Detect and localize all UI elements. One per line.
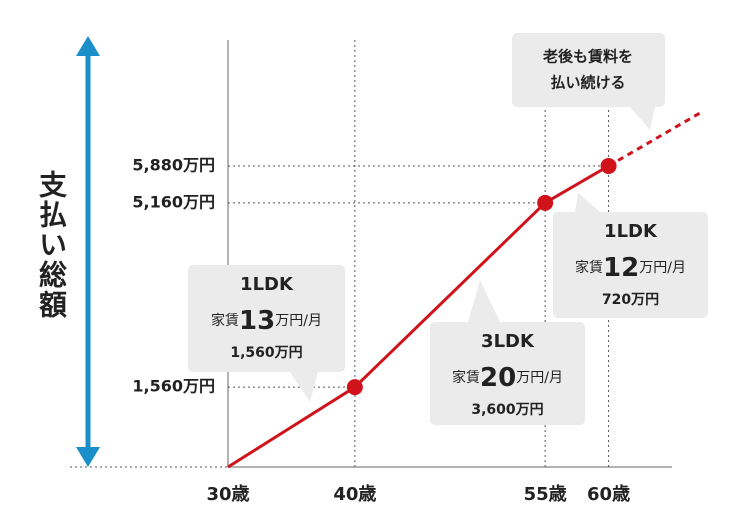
- x-tick-label: 55歳: [524, 484, 567, 505]
- callout-pointer: [468, 280, 500, 322]
- rent-prefix: 家賃: [575, 259, 603, 276]
- y-tick-label: 5,880万円: [132, 155, 215, 174]
- rent-prefix: 家賃: [452, 369, 480, 386]
- extension-line: [607, 111, 701, 168]
- callout-title: 1LDK: [604, 221, 658, 242]
- x-tick-label: 40歳: [333, 484, 376, 505]
- data-point: [537, 194, 554, 211]
- callout-rent: 家賃12万円/月: [575, 253, 686, 283]
- y-tick-label: 1,560万円: [132, 377, 215, 396]
- callout-total: 720万円: [602, 292, 659, 308]
- data-point: [600, 157, 617, 174]
- rent-value: 20: [480, 363, 516, 393]
- callout-pointer: [575, 193, 600, 212]
- callout-box: [553, 212, 708, 318]
- data-line: [227, 164, 610, 469]
- callout-box: [430, 322, 585, 425]
- arrow-head: [76, 447, 100, 467]
- rent-suffix: 万円/月: [639, 260, 686, 276]
- rent-suffix: 万円/月: [275, 313, 322, 329]
- note-line: 老後も賃料を: [542, 48, 633, 66]
- callout-rent: 家賃13万円/月: [211, 306, 322, 336]
- callout-title: 1LDK: [240, 274, 294, 295]
- arrow-head: [76, 36, 100, 56]
- rent-suffix: 万円/月: [516, 370, 563, 386]
- callout-rent: 家賃20万円/月: [452, 363, 563, 393]
- x-tick-label: 60歳: [587, 484, 630, 505]
- x-tick-label: 30歳: [206, 484, 249, 505]
- callout-box: [512, 33, 665, 107]
- note-line: 払い続ける: [550, 74, 625, 92]
- y-tick-label: 5,160万円: [132, 192, 215, 211]
- y-axis-label: 支払い総額: [35, 170, 68, 320]
- callout-total: 3,600万円: [471, 402, 543, 418]
- callout-pointer: [290, 372, 318, 402]
- callout-title: 3LDK: [481, 331, 535, 352]
- data-point: [346, 379, 363, 396]
- callout-box: [188, 265, 345, 372]
- callout-total: 1,560万円: [230, 345, 302, 361]
- callout-pointer: [630, 107, 655, 130]
- rent-value: 13: [239, 306, 275, 336]
- rent-prefix: 家賃: [211, 312, 239, 329]
- rent-value: 12: [603, 253, 639, 283]
